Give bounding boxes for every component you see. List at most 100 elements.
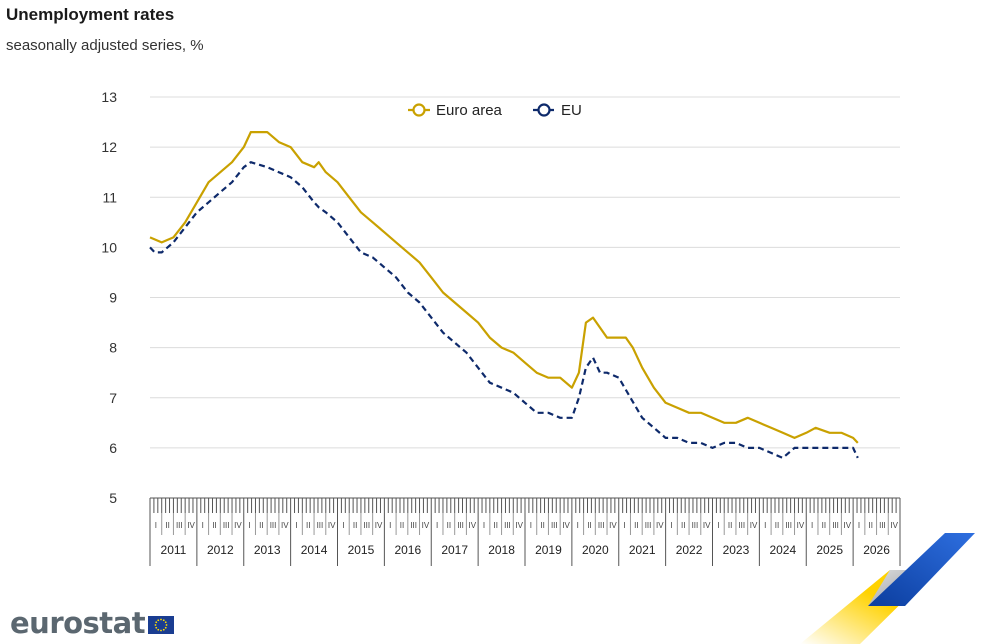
quarter-label: II: [353, 521, 357, 530]
year-label: 2012: [207, 543, 234, 557]
quarter-label: IV: [328, 521, 336, 530]
quarter-label: IV: [422, 521, 430, 530]
quarter-label: III: [738, 521, 745, 530]
year-label: 2017: [441, 543, 468, 557]
quarter-label: III: [598, 521, 605, 530]
quarter-label: II: [165, 521, 169, 530]
quarter-label: II: [681, 521, 685, 530]
legend-label: Euro area: [436, 102, 503, 119]
quarter-label: II: [306, 521, 310, 530]
y-tick-label: 10: [101, 239, 117, 255]
flag-star: [164, 626, 167, 629]
quarter-label: III: [832, 521, 839, 530]
flag-star: [162, 628, 165, 631]
quarter-label: II: [259, 521, 263, 530]
quarter-label: III: [176, 521, 183, 530]
flag-star: [155, 626, 158, 629]
chart-title: Unemployment rates: [6, 5, 175, 24]
eurostat-logo: eurostat: [10, 606, 175, 640]
y-axis-ticks: 5 6 7 8 9 10 11 12 13: [101, 89, 117, 506]
y-tick-label: 12: [101, 139, 117, 155]
year-label: 2018: [488, 543, 515, 557]
flag-star: [154, 624, 157, 626]
quarter-label: II: [447, 521, 451, 530]
quarter-label: III: [457, 521, 464, 530]
legend-marker-icon: [412, 103, 426, 117]
quarter-label: III: [879, 521, 886, 530]
quarter-label: IV: [515, 521, 523, 530]
flag-star: [157, 619, 160, 622]
flag-star: [165, 624, 168, 626]
year-label: 2021: [629, 543, 656, 557]
quarter-label: I: [483, 521, 485, 530]
year-label: 2022: [676, 543, 703, 557]
quarter-label: IV: [468, 521, 476, 530]
year-label: 2016: [394, 543, 421, 557]
quarter-label: II: [634, 521, 638, 530]
year-label: 2020: [582, 543, 609, 557]
quarter-label: II: [822, 521, 826, 530]
quarter-label: I: [202, 521, 204, 530]
quarter-label: III: [785, 521, 792, 530]
y-tick-label: 5: [109, 490, 117, 506]
eu-flag-icon: [148, 616, 175, 634]
y-tick-label: 6: [109, 440, 117, 456]
year-label: 2011: [161, 543, 187, 557]
quarter-label: III: [692, 521, 699, 530]
y-tick-label: 7: [109, 390, 117, 406]
flag-star: [164, 621, 167, 624]
quarter-label: I: [670, 521, 672, 530]
quarter-label: IV: [890, 521, 898, 530]
quarter-label: I: [811, 521, 813, 530]
quarter-label: I: [717, 521, 719, 530]
quarter-label: III: [504, 521, 511, 530]
legend-label: EU: [561, 102, 582, 119]
quarter-label: IV: [609, 521, 617, 530]
logo-text: eurostat: [10, 606, 146, 640]
series-line-euro-area: [149, 131, 859, 444]
year-label: 2019: [535, 543, 562, 557]
quarter-label: I: [858, 521, 860, 530]
x-axis: I II III IV I II III IV I II III IV I II III IV I II III IV…: [149, 497, 901, 566]
year-label: 2014: [301, 543, 328, 557]
quarter-label: II: [493, 521, 497, 530]
quarter-label: II: [728, 521, 732, 530]
year-label: 2013: [254, 543, 281, 557]
quarter-label: I: [623, 521, 625, 530]
year-label: 2024: [769, 543, 796, 557]
year-label: 2023: [723, 543, 750, 557]
quarter-label: I: [530, 521, 532, 530]
quarter-label: II: [540, 521, 544, 530]
flag-star: [162, 619, 165, 622]
y-tick-label: 9: [109, 290, 117, 306]
quarter-label: IV: [234, 521, 242, 530]
quarter-label: IV: [656, 521, 664, 530]
quarter-label: III: [410, 521, 417, 530]
chart-subtitle: seasonally adjusted series, %: [6, 37, 204, 54]
y-tick-label: 8: [109, 340, 117, 356]
quarter-label: IV: [375, 521, 383, 530]
quarter-label: I: [577, 521, 579, 530]
year-label: 2025: [816, 543, 843, 557]
quarter-label: IV: [797, 521, 805, 530]
quarter-label: I: [436, 521, 438, 530]
flag-star: [160, 629, 163, 632]
series-lines: [149, 131, 859, 459]
quarter-label: I: [342, 521, 344, 530]
quarter-label: IV: [703, 521, 711, 530]
quarter-label: I: [248, 521, 250, 530]
quarter-label: IV: [750, 521, 758, 530]
year-label: 2015: [348, 543, 375, 557]
quarter-label: IV: [187, 521, 195, 530]
quarter-label: I: [764, 521, 766, 530]
quarter-label: I: [155, 521, 157, 530]
flag-star: [155, 621, 158, 624]
quarter-label: IV: [562, 521, 570, 530]
quarter-label: II: [868, 521, 872, 530]
gridlines: [150, 96, 900, 449]
quarter-label: IV: [843, 521, 851, 530]
quarter-label: III: [645, 521, 652, 530]
legend-marker-icon: [537, 103, 551, 117]
quarter-label: III: [363, 521, 370, 530]
